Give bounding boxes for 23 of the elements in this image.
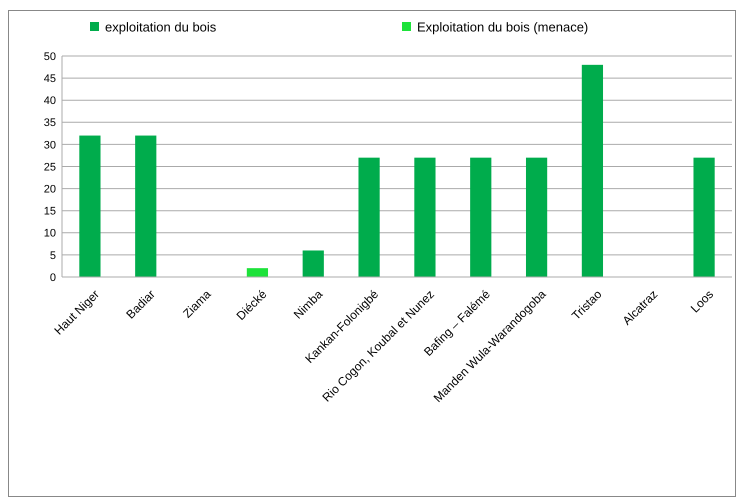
bar <box>79 136 101 277</box>
bar <box>526 158 548 277</box>
legend-label: Exploitation du bois (menace) <box>417 20 588 35</box>
y-tick-label: 0 <box>50 272 56 284</box>
y-tick-label: 10 <box>44 228 56 240</box>
y-tick-label: 30 <box>44 139 56 152</box>
y-tick-label: 20 <box>44 183 56 196</box>
bar <box>693 158 715 277</box>
bar <box>582 64 604 277</box>
bar <box>358 158 380 277</box>
y-tick-label: 25 <box>44 161 56 174</box>
y-tick-label: 50 <box>44 50 56 63</box>
y-tick-label: 5 <box>50 250 56 262</box>
y-tick-label: 15 <box>44 206 56 218</box>
bar <box>302 250 324 277</box>
y-tick-label: 40 <box>44 95 56 108</box>
legend-label: exploitation du bois <box>105 20 217 35</box>
y-tick-label: 35 <box>44 117 56 130</box>
bar <box>135 136 156 277</box>
bar <box>414 158 436 277</box>
bar <box>246 268 268 277</box>
y-tick-label: 45 <box>44 72 56 85</box>
bar <box>470 158 492 277</box>
